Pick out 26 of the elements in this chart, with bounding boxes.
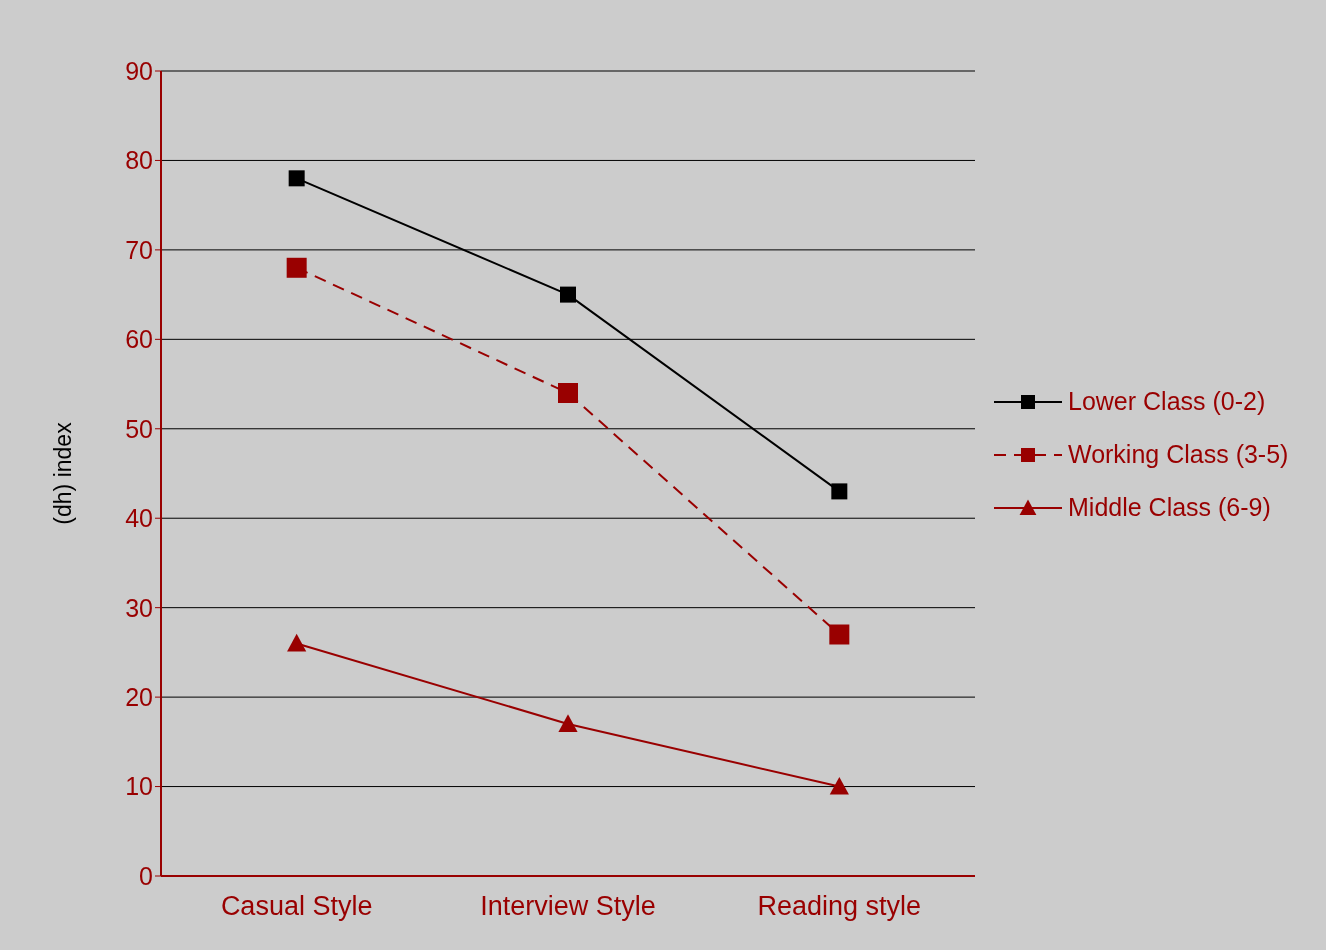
y-tick-label: 0 [139,861,153,890]
y-tick-label: 90 [125,56,153,85]
point [286,257,307,278]
point [558,383,578,403]
y-tick-label: 30 [125,593,153,622]
point [560,286,576,303]
y-tick-label: 10 [125,772,153,801]
y-tick-label: 70 [125,235,153,264]
x-tick-label: Interview Style [480,891,656,922]
legend-label: Lower Class (0-2) [1068,387,1266,416]
legend-label: Working Class (3-5) [1068,440,1289,469]
point [831,483,848,500]
point [287,633,307,652]
point [288,170,305,187]
y-tick-label: 40 [125,504,153,533]
legend-label: Middle Class (6-9) [1068,493,1271,522]
point [558,714,578,732]
x-tick-label: Reading style [757,891,922,922]
y-tick-label: 50 [125,414,153,443]
y-axis-title: (dh) index [50,421,77,525]
y-tick-label: 80 [125,146,153,175]
y-tick-label: 20 [125,682,153,711]
point [829,776,849,795]
point [829,624,850,645]
x-tick-label: Casual Style [220,891,373,922]
y-tick-label: 60 [125,325,153,354]
